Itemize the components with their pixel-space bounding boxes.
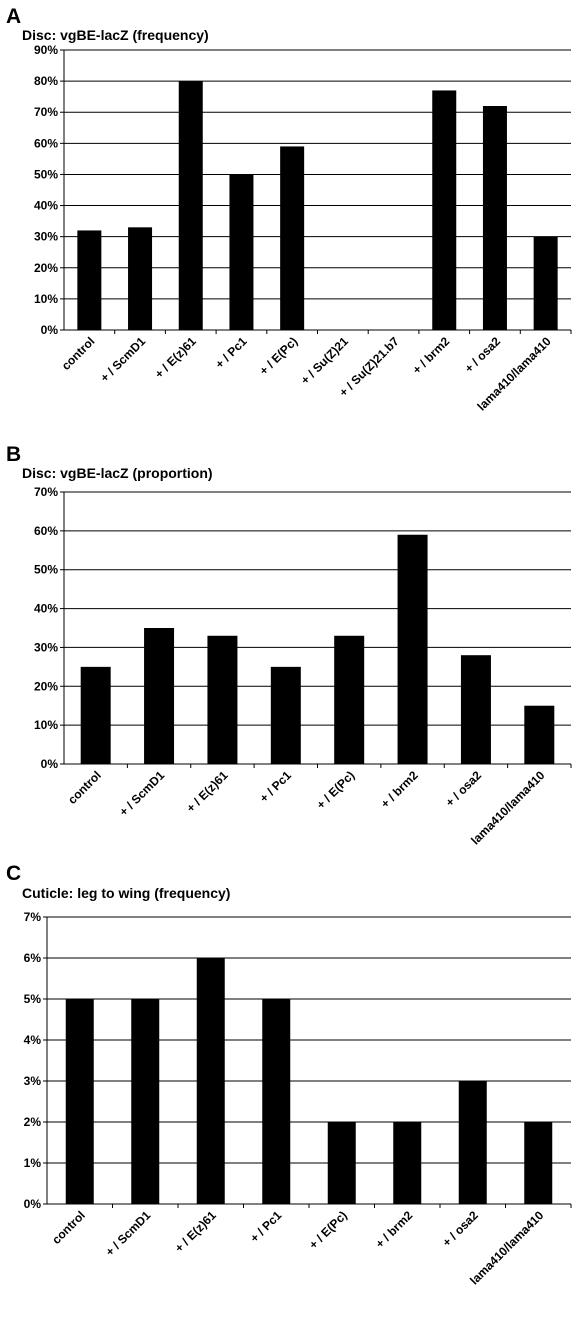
- y-tick-label: 50%: [34, 167, 58, 181]
- bar: [77, 230, 101, 330]
- bar: [128, 227, 152, 330]
- x-tick-label: + / osa2: [462, 334, 503, 375]
- y-tick-label: 10%: [34, 718, 58, 732]
- x-tick-label: + / E(Pc): [306, 1208, 350, 1252]
- y-tick-label: 40%: [34, 199, 58, 213]
- x-tick-label: + / brm2: [373, 1208, 416, 1251]
- y-tick-label: 1%: [24, 1156, 42, 1170]
- y-tick-label: 90%: [34, 43, 58, 57]
- y-tick-label: 20%: [34, 261, 58, 275]
- bar: [524, 1122, 552, 1204]
- bar: [483, 106, 507, 330]
- bar: [131, 999, 159, 1204]
- bar-chart-a: 0%10%20%30%40%50%60%70%80%90%control + / …: [0, 0, 575, 440]
- x-tick-label: + / E(Pc): [257, 334, 301, 378]
- bar-chart-c: 0% 1% 2% 3% 4% 5% 6% 7% control + / ScmD1 + / E(z)…: [0, 860, 575, 1331]
- bar: [207, 636, 237, 764]
- y-tick-label: 30%: [34, 640, 58, 654]
- y-tick-label: 5%: [24, 992, 42, 1006]
- y-tick-label: 3%: [24, 1074, 42, 1088]
- y-tick-label: 60%: [34, 524, 58, 538]
- bar: [280, 146, 304, 330]
- bar: [179, 81, 203, 330]
- y-tick-label: 2%: [24, 1115, 42, 1129]
- y-tick-label: 20%: [34, 679, 58, 693]
- y-tick-label: 30%: [34, 230, 58, 244]
- bar: [328, 1122, 356, 1204]
- bar: [432, 90, 456, 330]
- x-tick-label: + / ScmD1: [97, 334, 148, 385]
- y-tick-label: 60%: [34, 136, 58, 150]
- bar: [393, 1122, 421, 1204]
- bar: [334, 636, 364, 764]
- bar: [197, 958, 225, 1204]
- bar: [398, 535, 428, 764]
- y-tick-label: 0%: [24, 1197, 42, 1211]
- bar: [66, 999, 94, 1204]
- x-tick-label: + / Su(Z)21: [298, 334, 351, 387]
- chart-panel-c: C Cuticle: leg to wing (frequency) 0% 1% 2…: [0, 860, 575, 1331]
- x-tick-label: + / ScmD1: [103, 1208, 154, 1259]
- x-tick-label: + / brm2: [410, 334, 453, 377]
- x-tick-label: + / E(Pc): [314, 768, 358, 812]
- y-tick-label: 0%: [41, 757, 59, 771]
- x-tick-label: + / E(z)61: [152, 334, 199, 381]
- bar: [524, 706, 554, 764]
- bar: [81, 667, 111, 764]
- x-tick-label: + / brm2: [378, 768, 421, 811]
- chart-panel-b: B Disc: vgBE-lacZ (proportion) 0% 10% 20% 3…: [0, 440, 575, 860]
- y-tick-label: 0%: [41, 323, 59, 337]
- bar: [262, 999, 290, 1204]
- x-tick-label: + / Pc1: [213, 334, 250, 371]
- y-tick-label: 70%: [34, 485, 58, 499]
- x-tick-label: + / osa2: [443, 768, 484, 809]
- x-tick-label: + / Pc1: [247, 1208, 284, 1245]
- bar: [534, 237, 558, 330]
- bar: [271, 667, 301, 764]
- x-tick-label: control: [65, 768, 104, 807]
- y-tick-label: 4%: [24, 1033, 42, 1047]
- y-tick-label: 6%: [24, 951, 42, 965]
- x-tick-label: + / E(z)61: [172, 1208, 219, 1255]
- y-tick-label: 7%: [24, 910, 42, 924]
- x-tick-label: + / osa2: [440, 1208, 481, 1249]
- chart-panel-a: A Disc: vgBE-lacZ (frequency) 0% 10% 20% 30…: [0, 0, 575, 440]
- y-tick-label: 40%: [34, 602, 58, 616]
- bar: [144, 628, 174, 764]
- bar: [459, 1081, 487, 1204]
- bar-chart-b: 0% 10% 20% 30% 40% 50% 60% 70% control + / ScmD1 +…: [0, 440, 575, 860]
- y-tick-label: 50%: [34, 563, 58, 577]
- x-tick-label: + / E(z)61: [184, 768, 231, 815]
- bar: [229, 174, 253, 330]
- x-tick-label: control: [59, 334, 98, 373]
- x-tick-label: + / ScmD1: [116, 768, 167, 819]
- x-tick-label: + / Pc1: [257, 768, 294, 805]
- bar: [461, 655, 491, 764]
- y-tick-label: 70%: [34, 105, 58, 119]
- y-tick-label: 80%: [34, 74, 58, 88]
- x-tick-label: control: [49, 1208, 88, 1247]
- y-tick-label: 10%: [34, 292, 58, 306]
